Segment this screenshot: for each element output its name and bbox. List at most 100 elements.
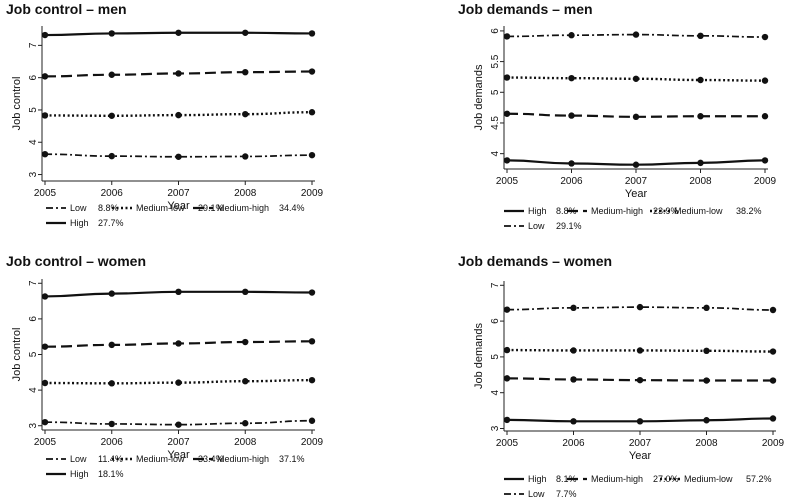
data-point [242,420,249,427]
y-tick-label: 3 [28,423,39,429]
data-point [41,112,49,119]
chart-panel-1: Job control – men 3 4 5 6 7 2005 2006 2007 2008 20… [6,1,324,228]
x-tick-label: 2007 [625,176,648,187]
data-point [761,77,769,84]
data-point [769,348,777,355]
series-line-low [506,33,766,38]
legend-percent: 8.8% [556,206,577,216]
data-point [703,347,710,355]
y-tick-label: 5 [28,107,39,113]
legend-label: Low [70,203,87,213]
data-point [175,379,182,386]
chart-title: Job demands – men [458,1,593,17]
y-tick-label: 6 [490,318,501,324]
legend-percent: 11.4% [98,454,123,464]
legend-label: Medium-high [591,206,643,216]
data-point [175,111,182,119]
y-tick-label: 4 [490,389,501,395]
data-point [636,303,644,311]
chart-title: Job control – women [6,253,146,269]
y-tick-label: 5 [490,354,501,360]
y-axis-label: Job control [11,77,23,131]
legend-label: Medium-low [136,203,185,213]
data-point [175,288,182,296]
chart-panel-2: Job demands – men 4 4.5 5 5.5 6 2005 2006 2007 20… [458,1,777,231]
data-point [308,109,316,116]
data-point [308,30,316,37]
y-tick-label: 5 [490,89,501,95]
x-tick-label: 2008 [234,437,257,448]
chart-panel-3: Job control – women 3 4 5 6 7 2005 2006 2007 2008… [6,253,324,479]
x-axis-label: Year [167,200,190,212]
x-tick-label: 2006 [101,437,124,448]
legend-label: Low [70,454,87,464]
legend-percent: 57.2% [746,474,772,484]
data-point [108,341,115,349]
legend-percent: 8.8% [98,203,119,213]
x-tick-label: 2006 [562,438,585,449]
data-point [636,376,644,384]
data-point [242,110,249,118]
data-point [761,33,769,41]
legend-percent: 34.4% [279,203,305,213]
x-tick-label: 2008 [689,176,712,187]
data-point [632,113,640,121]
data-point [108,71,115,78]
chart-panel-4: Job demands – women 3 4 5 6 7 2005 2006 2007 2008… [458,253,785,499]
data-point [697,32,704,40]
y-tick-label: 3 [28,171,39,177]
x-axis-label: Year [629,450,652,462]
legend-percent: 38.2% [736,206,762,216]
y-tick-label: 4 [28,387,39,393]
chart-title: Job demands – women [458,253,612,269]
y-tick-label: 4 [28,139,39,145]
x-tick-label: 2006 [101,188,124,199]
y-tick-label: 6 [28,316,39,322]
y-tick-label: 3 [490,425,501,431]
data-point [242,29,249,36]
data-point [503,110,511,117]
data-point [568,32,575,39]
x-tick-label: 2009 [754,176,777,187]
y-tick-label: 6 [28,74,39,80]
y-axis-label: Job control [11,328,23,382]
legend-label: High [528,474,547,484]
data-point [570,376,577,383]
legend-percent: 23.9% [653,206,679,216]
data-point [308,68,316,75]
x-tick-label: 2008 [695,438,718,449]
legend-percent: 18.1% [98,469,124,479]
data-point [636,418,644,425]
x-axis-label: Year [167,449,190,461]
x-tick-label: 2008 [234,188,257,199]
chart-title: Job control – men [6,1,127,17]
data-point [41,150,49,158]
data-point [503,157,511,164]
legend-label: Medium-low [684,474,733,484]
data-point [761,157,769,164]
data-point [697,159,704,167]
data-point [108,30,115,37]
data-point [242,338,249,346]
x-tick-label: 2005 [34,437,57,448]
data-point [308,151,316,159]
data-point [503,306,511,313]
x-tick-label: 2009 [301,188,324,199]
data-point [308,417,316,424]
data-point [703,417,710,424]
data-point [242,68,249,76]
y-tick-label: 4 [490,150,501,156]
data-point [632,75,640,82]
x-tick-label: 2009 [301,437,324,448]
legend-label: High [70,469,89,479]
data-point [568,74,575,82]
data-point [41,379,49,387]
data-point [503,346,511,354]
data-point [503,375,511,382]
data-point [769,377,777,384]
data-point [108,290,115,297]
data-point [503,416,511,424]
data-point [308,376,316,384]
data-point [568,112,575,119]
